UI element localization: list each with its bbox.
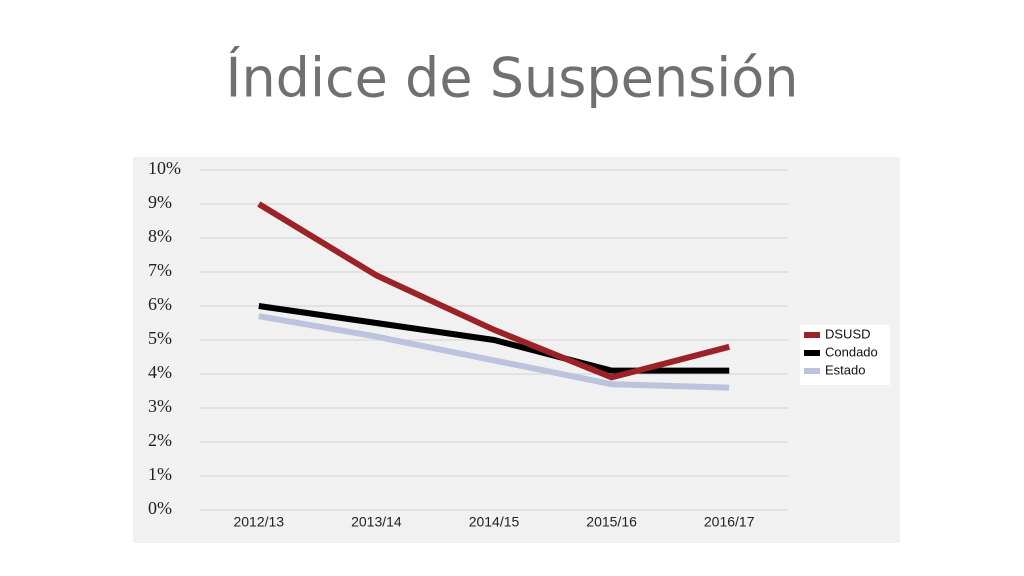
- y-tick-label: 3%: [148, 396, 172, 416]
- x-tick-label: 2013/14: [351, 514, 402, 530]
- legend-label: DSUSD: [825, 326, 871, 341]
- y-tick-label: 6%: [148, 294, 172, 314]
- x-tick-label: 2012/13: [233, 514, 284, 530]
- legend-label: Condado: [825, 344, 878, 359]
- y-tick-label: 7%: [148, 260, 172, 280]
- y-tick-label: 2%: [148, 430, 172, 450]
- y-tick-label: 9%: [148, 192, 172, 212]
- x-tick-label: 2016/17: [704, 514, 755, 530]
- series-line: [257, 201, 730, 381]
- chart-panel: [133, 157, 900, 543]
- y-tick-label: 0%: [148, 498, 172, 518]
- x-tick-label: 2014/15: [469, 514, 520, 530]
- legend-label: Estado: [825, 362, 865, 377]
- series-line: [258, 303, 730, 374]
- legend-swatch: [804, 368, 820, 374]
- y-tick-label: 5%: [148, 328, 172, 348]
- legend-swatch: [804, 332, 820, 338]
- slide-title: Índice de Suspensión: [226, 47, 799, 110]
- y-tick-label: 1%: [148, 464, 172, 484]
- y-tick-label: 4%: [148, 362, 172, 382]
- y-tick-label: 10%: [148, 158, 181, 178]
- series-line: [258, 313, 730, 391]
- x-tick-label: 2015/16: [586, 514, 637, 530]
- y-tick-label: 8%: [148, 226, 172, 246]
- legend-swatch: [804, 350, 820, 356]
